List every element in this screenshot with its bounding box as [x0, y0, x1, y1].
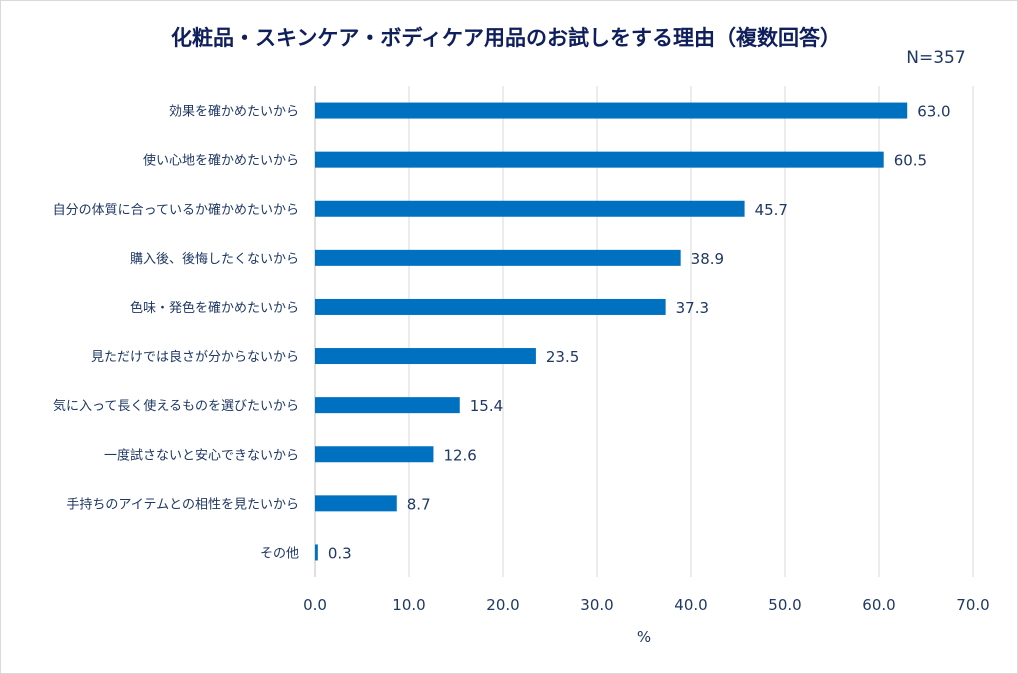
category-label: 効果を確かめたいから [169, 104, 299, 120]
category-label: 使い心地を確かめたいから [143, 153, 299, 169]
x-tick-label: 70.0 [956, 596, 989, 614]
bar [315, 249, 681, 266]
bar [315, 200, 745, 217]
chart-title: 化粧品・スキンケア・ボディケア用品のお試しをする理由（複数回答） [171, 26, 841, 50]
category-label: 一度試さないと安心できないから [104, 447, 299, 463]
category-label: 気に入って長く使えるものを選びたいから [53, 398, 299, 414]
category-label: その他 [260, 546, 299, 561]
x-tick-label: 40.0 [674, 596, 707, 614]
bar [315, 495, 397, 512]
bar [315, 348, 536, 365]
data-label: 37.3 [676, 299, 709, 317]
data-label: 0.3 [328, 544, 352, 562]
data-label: 12.6 [443, 446, 476, 464]
data-label: 23.5 [546, 348, 579, 366]
data-label: 45.7 [755, 201, 788, 219]
x-tick-label: 0.0 [303, 596, 327, 614]
x-axis-label: % [637, 628, 651, 646]
bar [315, 102, 908, 119]
bar [315, 298, 666, 315]
category-label: 手持ちのアイテムとの相性を見たいから [66, 497, 299, 512]
bar [315, 544, 318, 561]
category-label: 購入後、後悔したくないから [130, 252, 299, 267]
category-label: 色味・発色を確かめたいから [130, 300, 299, 316]
bar [315, 397, 460, 414]
x-tick-label: 50.0 [768, 596, 801, 614]
bar [315, 446, 434, 463]
category-label: 見ただけでは良さが分からないから [91, 349, 299, 365]
x-tick-label: 60.0 [862, 596, 895, 614]
x-tick-label: 10.0 [392, 596, 425, 614]
bar [315, 151, 884, 168]
data-label: 38.9 [691, 250, 724, 268]
sample-size: N=357 [906, 48, 965, 68]
x-tick-label: 20.0 [486, 596, 519, 614]
category-label: 自分の体質に合っているか確かめたいから [53, 202, 299, 218]
data-label: 60.5 [894, 152, 927, 170]
data-label: 63.0 [917, 103, 950, 121]
x-tick-label: 30.0 [580, 596, 613, 614]
data-label: 15.4 [470, 397, 503, 415]
data-label: 8.7 [407, 495, 431, 513]
